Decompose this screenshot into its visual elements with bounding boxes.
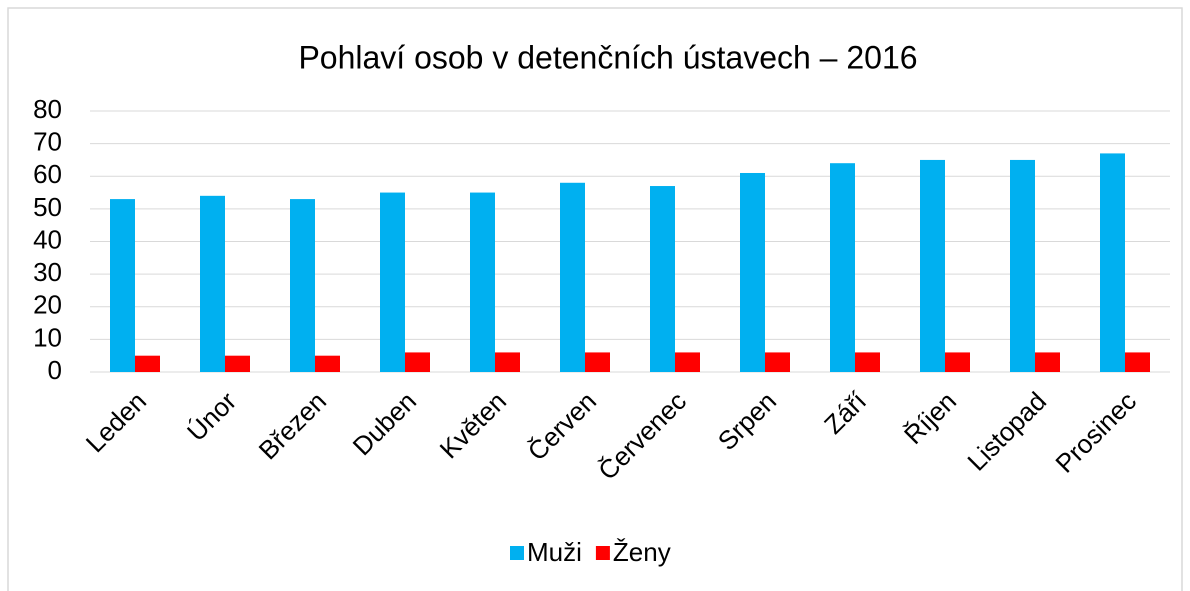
bar — [315, 355, 340, 372]
bar — [200, 195, 225, 372]
bar — [1100, 153, 1125, 372]
bar — [1010, 159, 1035, 372]
bar — [945, 352, 970, 372]
y-tick-label: 70 — [33, 127, 62, 157]
bar — [135, 355, 160, 372]
chart-title: Pohlaví osob v detenčních ústavech – 201… — [298, 39, 917, 75]
y-tick-label: 60 — [33, 159, 62, 189]
bar — [470, 192, 495, 372]
bar — [585, 352, 610, 372]
bar — [560, 182, 585, 372]
bar — [765, 352, 790, 372]
legend-swatch — [510, 546, 524, 560]
bar — [1125, 352, 1150, 372]
bar — [495, 352, 520, 372]
legend-label: Ženy — [613, 537, 671, 567]
bar — [740, 172, 765, 372]
y-tick-label: 50 — [33, 192, 62, 222]
bar — [405, 352, 430, 372]
y-tick-label: 10 — [33, 322, 62, 352]
bar — [830, 163, 855, 372]
bar — [855, 352, 880, 372]
bar — [290, 199, 315, 372]
y-tick-label: 0 — [48, 355, 62, 385]
bar — [920, 159, 945, 372]
y-tick-label: 20 — [33, 290, 62, 320]
y-tick-label: 80 — [33, 94, 62, 124]
chart-frame — [7, 7, 1183, 591]
legend-swatch — [595, 546, 610, 560]
bar — [1035, 352, 1060, 372]
bar — [225, 355, 250, 372]
y-tick-label: 30 — [33, 257, 62, 287]
y-tick-label: 40 — [33, 224, 62, 254]
bar — [380, 192, 405, 372]
legend-label: Muži — [527, 537, 582, 567]
bar — [110, 199, 135, 372]
bar — [675, 352, 700, 372]
bar — [650, 186, 675, 372]
